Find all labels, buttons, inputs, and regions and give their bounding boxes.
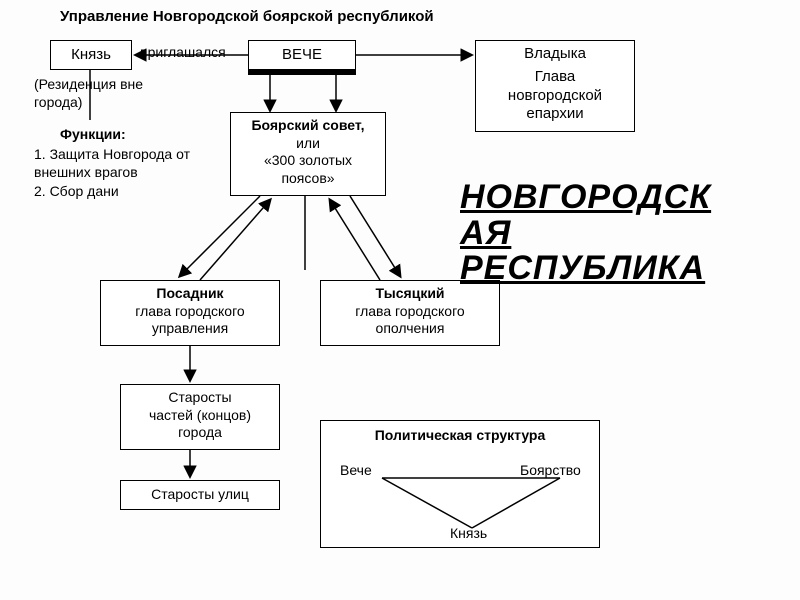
tysyatsky-l3: ополчения [327,320,493,338]
polstruct-title: Политическая структура [327,427,593,445]
sovet-l2: или [237,135,379,153]
residence-text: (Резиденция вне города) [34,76,164,111]
tysyatsky-l1: Тысяцкий [327,285,493,303]
node-vladyka: Владыка Глава новгородской епархии [475,40,635,132]
functions-list: 1. Защита Новгорода от внешних врагов 2.… [34,146,234,201]
su-label: Старосты улиц [151,486,249,504]
node-starosty-ulic: Старосты улиц [120,480,280,510]
polstruct-veche: Вече [340,462,372,478]
sovet-l3: «300 золотых [237,152,379,170]
function-2: 2. Сбор дани [34,183,234,201]
big-l2: АЯ [460,216,790,252]
posadnik-l3: управления [107,320,273,338]
node-posadnik: Посадник глава городского управления [100,280,280,346]
functions-header: Функции: [60,126,126,144]
sovet-l4: поясов» [237,170,379,188]
node-starosty-koncov: Старосты частей (концов) города [120,384,280,450]
polstruct-knyaz: Князь [450,525,487,541]
function-1: 1. Защита Новгорода от внешних врагов [34,146,234,181]
vladyka-l2: Глава [482,68,628,87]
diagram-title: Управление Новгородской боярской республ… [60,8,434,27]
polstruct-boyar: Боярство [520,462,581,478]
node-knyaz: Князь [50,40,132,70]
edge-label-invited: приглашался [140,44,226,62]
big-l1: НОВГОРОДСК [460,180,790,216]
vladyka-l1: Владыка [482,45,628,64]
vladyka-l4: епархии [482,105,628,124]
node-tysyatsky: Тысяцкий глава городского ополчения [320,280,500,346]
big-l3: РЕСПУБЛИКА [460,251,790,287]
tysyatsky-l2: глава городского [327,303,493,321]
node-boyar-council: Боярский совет, или «300 золотых поясов» [230,112,386,196]
sovet-l1: Боярский совет, [237,117,379,135]
sk-l1: Старосты [127,389,273,407]
posadnik-l2: глава городского [107,303,273,321]
posadnik-l1: Посадник [107,285,273,303]
node-veche: ВЕЧЕ [248,40,356,70]
node-veche-label: ВЕЧЕ [282,46,322,65]
big-title: НОВГОРОДСК АЯ РЕСПУБЛИКА [460,180,790,287]
sk-l2: частей (концов) [127,407,273,425]
vladyka-l3: новгородской [482,87,628,106]
node-knyaz-label: Князь [71,46,111,65]
sk-l3: города [127,424,273,442]
